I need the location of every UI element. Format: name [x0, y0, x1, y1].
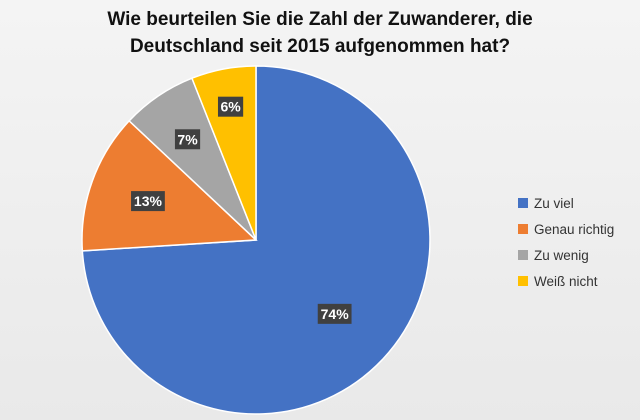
legend-swatch: [518, 224, 528, 234]
data-label-text: 7%: [177, 131, 198, 147]
legend-item-weiss-nicht: Weiß nicht: [518, 268, 614, 294]
data-label-box: [131, 191, 165, 212]
data-label-box: [317, 303, 352, 324]
legend-item-zu-wenig: Zu wenig: [518, 242, 614, 268]
legend-label: Zu viel: [534, 195, 574, 211]
data-label-box: [174, 129, 201, 150]
data-label-box: [217, 96, 244, 117]
data-label-text: 74%: [321, 306, 350, 322]
legend-label: Genau richtig: [534, 221, 615, 237]
chart-legend: Zu viel Genau richtig Zu wenig Weiß nicht: [518, 190, 614, 294]
legend-swatch: [518, 198, 528, 208]
pie-slice-genau-richtig: [81, 119, 258, 252]
data-label-weiss-nicht: 6%: [217, 96, 244, 117]
legend-label: Zu wenig: [534, 247, 589, 263]
legend-item-genau-richtig: Genau richtig: [518, 216, 614, 242]
chart-title-line-2: Deutschland seit 2015 aufgenommen hat?: [129, 36, 511, 57]
legend-item-zu-viel: Zu viel: [518, 190, 614, 216]
chart-title: Wie beurteilen Sie die Zahl der Zuwander…: [20, 6, 620, 60]
legend-label: Weiß nicht: [534, 273, 598, 289]
chart-title-line-1: Wie beurteilen Sie die Zahl der Zuwander…: [107, 9, 533, 30]
data-label-zu-viel: 74%: [317, 303, 352, 324]
legend-swatch: [518, 276, 528, 286]
data-label-text: 6%: [220, 99, 241, 115]
data-label-genau-richtig: 13%: [131, 191, 165, 212]
data-label-zu-wenig: 7%: [174, 129, 201, 150]
data-label-text: 13%: [134, 193, 163, 209]
legend-swatch: [518, 250, 528, 260]
